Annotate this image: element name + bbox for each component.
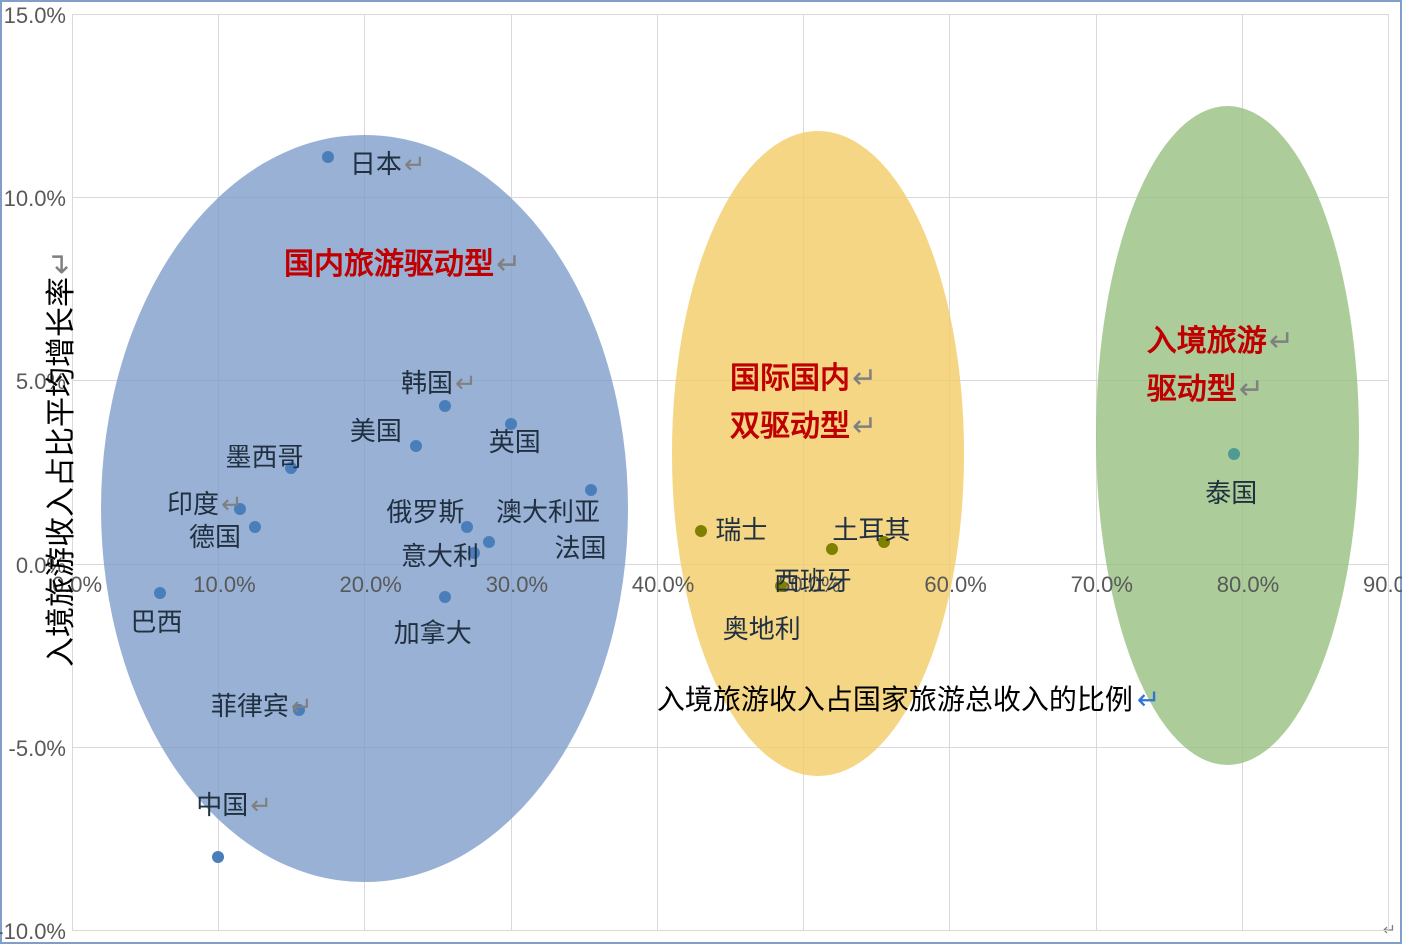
cluster-title-domestic: 国内旅游驱动型↵ — [284, 241, 521, 289]
scatter-chart: 0.0%10.0%20.0%30.0%40.0%50.0%60.0%70.0%8… — [0, 0, 1402, 944]
data-point-巴西 — [154, 587, 166, 599]
return-glyph: ↵ — [852, 362, 877, 395]
return-glyph: ↵ — [852, 410, 877, 443]
cluster-title-line: 双驱动型↵ — [730, 403, 877, 451]
y-tick-label: -10.0% — [0, 919, 66, 945]
data-point-澳大利亚 — [483, 536, 495, 548]
gridline-horizontal — [72, 14, 1388, 15]
y-tick-label: 15.0% — [4, 3, 66, 29]
data-point-泰国 — [1228, 448, 1240, 460]
cluster-title-line: 国际国内↵ — [730, 355, 877, 403]
data-point-中国 — [212, 851, 224, 863]
cluster-ellipse-inbound — [1096, 106, 1359, 766]
point-label-西班牙: 西班牙 — [774, 561, 852, 598]
cluster-title-inbound: 入境旅游↵驱动型↵ — [1147, 318, 1294, 414]
data-point-瑞士 — [695, 525, 707, 537]
point-label-韩国: 韩国↵ — [401, 363, 477, 400]
y-title-return: ↵ — [45, 250, 78, 275]
point-label-美国: 美国 — [350, 411, 402, 448]
gridline-vertical — [1388, 14, 1389, 930]
point-label-奥地利: 奥地利 — [723, 609, 801, 646]
cluster-title-dual: 国际国内↵双驱动型↵ — [730, 355, 877, 451]
point-label-印度: 印度↵ — [167, 484, 243, 521]
x-axis-title-text: 入境旅游收入占国家旅游总收入的比例 — [657, 684, 1133, 715]
return-glyph: ↵ — [250, 790, 272, 820]
cluster-title-line: 入境旅游↵ — [1147, 318, 1294, 366]
return-glyph: ↵ — [291, 691, 313, 721]
data-point-日本 — [322, 151, 334, 163]
data-point-美国 — [410, 440, 422, 452]
data-point-德国 — [249, 521, 261, 533]
point-label-法国: 法国 — [555, 528, 607, 565]
return-glyph: ↵ — [1269, 325, 1294, 358]
y-tick-label: -5.0% — [9, 736, 66, 762]
x-tick-label: 60.0% — [924, 572, 986, 598]
return-glyph: ↵ — [221, 489, 243, 519]
point-label-德国: 德国 — [189, 517, 241, 554]
x-tick-label: 80.0% — [1217, 572, 1279, 598]
return-glyph: ↵ — [455, 368, 477, 398]
y-title-text: 入境旅游收入占比平均增长率 — [45, 277, 78, 667]
point-label-瑞士: 瑞士 — [715, 510, 767, 547]
data-point-韩国 — [439, 400, 451, 412]
point-label-加拿大: 加拿大 — [394, 613, 472, 650]
x-tick-label: 70.0% — [1071, 572, 1133, 598]
point-label-澳大利亚: 澳大利亚 — [496, 492, 600, 529]
return-glyph: ↵ — [496, 248, 521, 281]
x-tick-label: 40.0% — [632, 572, 694, 598]
point-label-俄罗斯: 俄罗斯 — [386, 492, 464, 529]
point-label-日本: 日本↵ — [350, 144, 426, 181]
x-axis-title: 入境旅游收入占国家旅游总收入的比例↵ — [657, 678, 1160, 718]
cluster-title-line: 国内旅游驱动型↵ — [284, 241, 521, 289]
x-tick-label: 90.0% — [1363, 572, 1402, 598]
return-glyph: ↵ — [404, 149, 426, 179]
point-label-中国: 中国↵ — [196, 785, 272, 822]
cluster-title-line: 驱动型↵ — [1147, 366, 1294, 414]
gridline-horizontal — [72, 930, 1388, 931]
point-label-英国: 英国 — [489, 422, 541, 459]
gridline-vertical — [657, 14, 658, 930]
return-glyph: ↵ — [1239, 373, 1264, 406]
point-label-菲律宾: 菲律宾↵ — [211, 686, 313, 723]
point-label-巴西: 巴西 — [130, 602, 182, 639]
point-label-墨西哥: 墨西哥 — [226, 437, 304, 474]
point-label-泰国: 泰国 — [1205, 473, 1257, 510]
return-glyph: ↵ — [1137, 684, 1160, 715]
data-point-加拿大 — [439, 591, 451, 603]
plot-area: 0.0%10.0%20.0%30.0%40.0%50.0%60.0%70.0%8… — [72, 14, 1388, 930]
x-tick-label: 30.0% — [486, 572, 548, 598]
y-axis-title: 入境旅游收入占比平均增长率↵ — [36, 250, 80, 667]
x-tick-label: 10.0% — [193, 572, 255, 598]
y-tick-label: 10.0% — [4, 186, 66, 212]
x-tick-label: 20.0% — [339, 572, 401, 598]
point-label-意大利: 意大利 — [401, 536, 479, 573]
point-label-土耳其: 土耳其 — [832, 510, 910, 547]
